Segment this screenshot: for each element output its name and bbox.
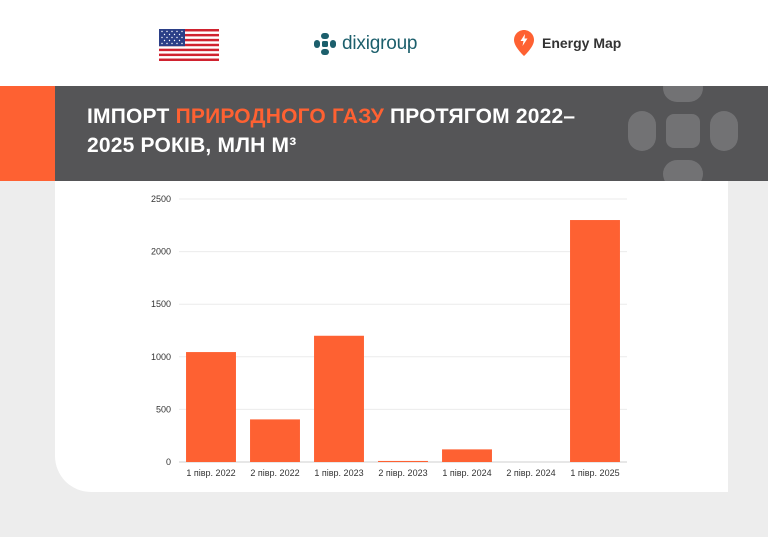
bar[interactable]	[570, 220, 620, 462]
y-tick-label: 1500	[151, 299, 171, 309]
bar[interactable]	[442, 449, 492, 462]
title-part-1: ІМПОРТ	[87, 105, 176, 128]
banner-accent-block	[0, 86, 55, 181]
x-tick-label: 1 півр. 2025	[570, 468, 619, 478]
y-tick-label: 2500	[151, 194, 171, 204]
x-tick-label: 1 півр. 2024	[442, 468, 491, 478]
x-tick-label: 2 півр. 2024	[506, 468, 555, 478]
x-tick-label: 1 півр. 2023	[314, 468, 363, 478]
usa-flag-icon[interactable]	[159, 29, 219, 61]
dixigroup-logo-text: dixigroup	[342, 33, 418, 54]
y-tick-label: 500	[156, 404, 171, 414]
chart-card: 0 500 1000 1500 2000 2500 1 півр. 2022 2 півр. …	[55, 181, 728, 492]
y-tick-label: 1000	[151, 352, 171, 362]
dixigroup-watermark-icon	[628, 86, 738, 181]
x-tick-label: 1 півр. 2022	[186, 468, 235, 478]
energy-map-logo-text: Energy Map	[542, 35, 622, 51]
y-tick-label: 0	[166, 457, 171, 467]
energy-map-logo[interactable]: Energy Map	[514, 30, 621, 56]
top-bar: dixigroup Energy Map	[0, 0, 768, 86]
title-banner: ІМПОРТ ПРИРОДНОГО ГАЗУ ПРОТЯГОМ 2022–202…	[0, 86, 768, 181]
bar-chart: 0 500 1000 1500 2000 2500 1 півр. 2022 2 півр. …	[151, 194, 627, 478]
y-tick-label: 2000	[151, 247, 171, 257]
title-highlight: ПРИРОДНОГО ГАЗУ	[175, 105, 384, 128]
x-tick-label: 2 півр. 2022	[250, 468, 299, 478]
bar[interactable]	[250, 419, 300, 462]
map-pin-lightning-icon	[514, 30, 534, 56]
x-tick-label: 2 півр. 2023	[378, 468, 427, 478]
dixigroup-logo-icon	[314, 33, 336, 55]
page-title: ІМПОРТ ПРИРОДНОГО ГАЗУ ПРОТЯГОМ 2022–202…	[87, 102, 607, 160]
title-part-2: ПРОТЯГОМ 2022–2025 РОКІВ, МЛН М³	[87, 105, 576, 157]
bar[interactable]	[314, 335, 364, 462]
bar[interactable]	[186, 352, 236, 462]
dixigroup-logo[interactable]: dixigroup	[313, 31, 418, 57]
bar[interactable]	[378, 460, 428, 462]
